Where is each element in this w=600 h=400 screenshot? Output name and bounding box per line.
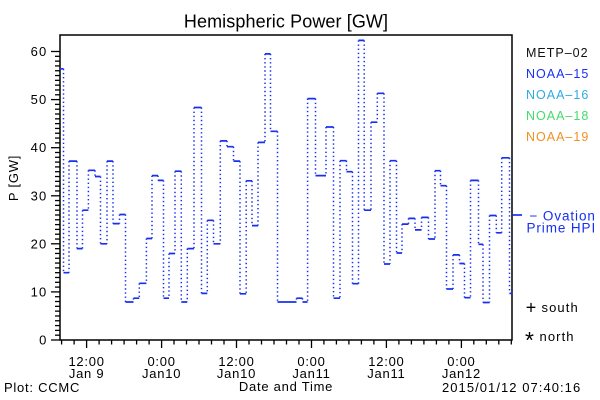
svg-text:0:00: 0:00 [297,354,325,369]
svg-text:south: south [542,300,579,315]
svg-text:20: 20 [31,236,48,251]
svg-text:0:00: 0:00 [447,354,475,369]
svg-text:north: north [540,329,575,344]
svg-text:12:00: 12:00 [68,354,104,369]
svg-text:Jan 9: Jan 9 [69,366,105,381]
svg-text:12:00: 12:00 [368,354,404,369]
svg-text:P [GW]: P [GW] [6,155,21,201]
svg-text:0: 0 [39,333,47,348]
svg-text:0:00: 0:00 [147,354,175,369]
svg-text:60: 60 [31,44,48,59]
svg-text:Jan10: Jan10 [217,366,256,381]
svg-text:12:00: 12:00 [218,354,254,369]
svg-text:Jan11: Jan11 [292,366,330,381]
svg-text:30: 30 [31,188,48,203]
svg-text:10: 10 [31,284,48,299]
svg-text:Date and Time: Date and Time [239,379,333,394]
svg-text:2015/01/12 07:40:16: 2015/01/12 07:40:16 [442,380,581,395]
svg-text:NOAA–19: NOAA–19 [526,130,589,144]
svg-text:*: * [525,327,534,353]
svg-text:NOAA–15: NOAA–15 [526,67,589,81]
svg-text:50: 50 [31,92,48,107]
svg-text:+: + [526,298,537,318]
svg-text:Plot: CCMC: Plot: CCMC [4,380,80,395]
svg-text:Jan11: Jan11 [367,366,405,381]
svg-text:NOAA–18: NOAA–18 [526,109,589,123]
svg-text:Prime HPI: Prime HPI [527,221,597,236]
svg-text:40: 40 [31,140,48,155]
svg-text:Jan12: Jan12 [442,366,481,381]
svg-text:Jan10: Jan10 [142,366,181,381]
svg-text:METP–02: METP–02 [526,46,589,60]
svg-text:Hemispheric Power [GW]: Hemispheric Power [GW] [184,12,388,32]
svg-text:− Ovation: − Ovation [530,209,596,224]
svg-text:NOAA–16: NOAA–16 [526,88,589,102]
